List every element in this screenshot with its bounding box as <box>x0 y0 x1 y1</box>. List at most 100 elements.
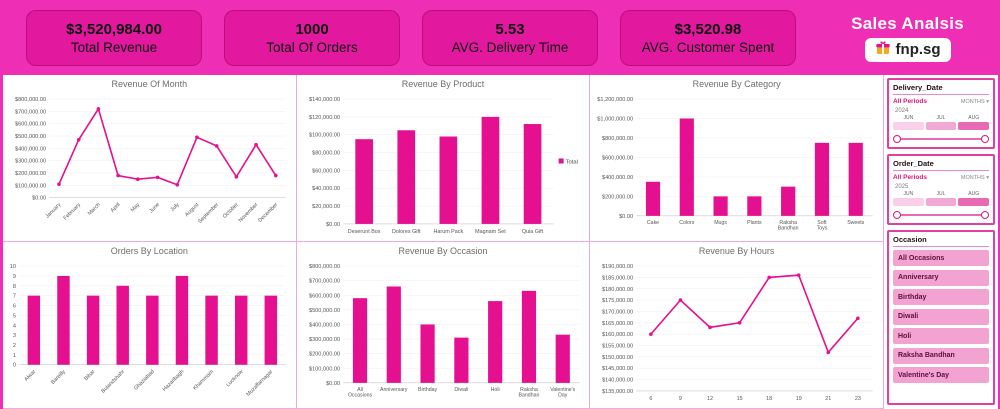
svg-text:$400,000.00: $400,000.00 <box>309 322 340 328</box>
bar[interactable] <box>453 337 469 383</box>
bar[interactable] <box>713 196 729 216</box>
occasion-option-anniversary[interactable]: Anniversary <box>893 269 989 286</box>
slider-track[interactable] <box>897 138 985 140</box>
slider-handle-left[interactable] <box>893 211 901 219</box>
svg-text:$800,000.00: $800,000.00 <box>15 97 46 103</box>
bar[interactable] <box>781 186 796 216</box>
brand-block: Sales Analsis fnp.sg <box>851 14 964 62</box>
occasion-option-raksha-bandhan[interactable]: Raksha Bandhan <box>893 347 989 364</box>
chart-canvas-wrap[interactable]: $135,000.00 $140,000.00 $145,000.00 $150,00… <box>590 258 883 405</box>
chart-canvas-wrap[interactable]: 0 1 2 3 4 5 6 7 8 9 10 Alwar Bareilly Bihar Bulandshah… <box>3 258 296 405</box>
month-cell[interactable]: AUG <box>958 115 989 130</box>
chart-canvas-wrap[interactable]: $0.00 $20,000.00 $40,000.00 $60,000.00 $80,0… <box>297 91 590 238</box>
data-point[interactable] <box>155 175 160 180</box>
bar[interactable] <box>487 301 502 383</box>
month-cell[interactable]: JUL <box>926 191 957 206</box>
chart-canvas[interactable]: $0.00 $20,000.00 $40,000.00 $60,000.00 $80,0… <box>297 91 590 238</box>
chart-canvas[interactable]: $135,000.00 $140,000.00 $145,000.00 $150,00… <box>590 258 883 405</box>
data-point[interactable] <box>175 182 180 187</box>
data-point[interactable] <box>76 137 81 142</box>
data-point[interactable] <box>195 135 199 140</box>
chart-canvas[interactable]: 0 1 2 3 4 5 6 7 8 9 10 Alwar Bareilly Bihar Bulandshah… <box>3 258 296 405</box>
bar[interactable] <box>397 130 415 224</box>
line-series[interactable] <box>58 107 277 186</box>
kpi-value: $3,520.98 <box>674 20 742 38</box>
bar[interactable] <box>57 275 70 365</box>
slider-handle-right[interactable] <box>981 135 989 143</box>
chart-canvas[interactable]: $0.00 $100,000.00 $200,000.00 $300,000.00 $4… <box>297 258 590 405</box>
bar[interactable] <box>116 285 129 365</box>
data-point[interactable] <box>678 298 683 302</box>
data-point[interactable] <box>767 275 772 280</box>
bar[interactable] <box>86 295 100 365</box>
line-series[interactable] <box>650 274 859 354</box>
bar[interactable] <box>264 295 278 365</box>
bar[interactable] <box>205 295 218 365</box>
bar[interactable] <box>354 139 373 224</box>
bar[interactable] <box>646 181 661 216</box>
data-point[interactable] <box>797 273 801 277</box>
data-point[interactable] <box>856 316 860 321</box>
granularity-label: MONTHS <box>960 98 985 105</box>
kpi-value: 1000 <box>295 20 329 38</box>
year-label: 2024 <box>895 108 909 114</box>
bar[interactable] <box>848 142 864 216</box>
slider-handle-left[interactable] <box>893 135 901 143</box>
svg-text:Quia Gift: Quia Gift <box>522 229 544 235</box>
bar[interactable] <box>175 275 189 365</box>
bar[interactable] <box>27 295 41 365</box>
bar[interactable] <box>521 290 536 383</box>
date-range-slider[interactable] <box>893 210 989 220</box>
kpi-total-orders: 1000 Total Of Orders <box>224 9 400 66</box>
svg-text:1: 1 <box>13 353 16 359</box>
data-point[interactable] <box>273 173 278 178</box>
month-cell[interactable]: JUN <box>893 191 924 206</box>
data-point[interactable] <box>254 142 258 147</box>
svg-text:$170,000.00: $170,000.00 <box>602 309 633 315</box>
data-point[interactable] <box>234 174 239 179</box>
data-point[interactable] <box>116 173 120 178</box>
svg-text:$0.00: $0.00 <box>326 222 340 228</box>
slider-track[interactable] <box>897 214 985 216</box>
header-bar: $3,520,984.00 Total Revenue 1000 Total O… <box>0 0 1000 75</box>
bar[interactable] <box>386 286 401 383</box>
data-point[interactable] <box>214 144 219 148</box>
data-point[interactable] <box>708 325 713 330</box>
occasion-option-holi[interactable]: Holi <box>893 328 989 344</box>
date-range-slider[interactable] <box>893 134 989 144</box>
data-point[interactable] <box>135 177 140 182</box>
occasion-option-diwali[interactable]: Diwali <box>893 308 989 325</box>
bar[interactable] <box>747 196 762 216</box>
occasion-option-birthday[interactable]: Birthday <box>893 289 989 305</box>
chart-canvas-wrap[interactable]: $0.00 $100,000.00 $200,000.00 $300,000.00 $4… <box>297 258 590 405</box>
bar[interactable] <box>481 116 499 224</box>
data-point[interactable] <box>649 332 654 336</box>
chart-canvas-wrap[interactable]: $0.00 $200,000.00 $400,000.00 $600,000.00 $8… <box>590 91 883 238</box>
granularity-dropdown[interactable]: MONTHS ▾ <box>961 175 989 181</box>
bar[interactable] <box>234 295 248 365</box>
kpi-total-revenue: $3,520,984.00 Total Revenue <box>26 9 202 66</box>
occasion-option-valentines-day[interactable]: Valentine's Day <box>893 367 989 383</box>
chart-canvas[interactable]: $0.00 $200,000.00 $400,000.00 $600,000.00 $8… <box>590 91 883 238</box>
data-point[interactable] <box>57 182 61 186</box>
bar[interactable] <box>352 298 367 383</box>
chart-canvas[interactable]: $0.00 $100,000.00 $200,000.00 $300,000.00 $4… <box>3 91 296 238</box>
month-cell[interactable]: JUL <box>926 115 957 130</box>
bar[interactable] <box>815 142 830 216</box>
bar[interactable] <box>680 118 695 216</box>
occasion-option-all-occasions[interactable]: All Occasions <box>893 250 989 266</box>
data-point[interactable] <box>826 350 831 355</box>
bar[interactable] <box>523 124 542 224</box>
granularity-dropdown[interactable]: MONTHS ▾ <box>961 99 989 105</box>
bar[interactable] <box>420 324 435 383</box>
month-cell[interactable]: JUN <box>893 115 924 130</box>
bar[interactable] <box>555 334 570 383</box>
bar[interactable] <box>146 295 159 365</box>
bar[interactable] <box>439 136 457 224</box>
data-point[interactable] <box>96 107 101 111</box>
chart-canvas-wrap[interactable]: $0.00 $100,000.00 $200,000.00 $300,000.00 $4… <box>3 91 296 238</box>
slider-handle-right[interactable] <box>981 211 989 219</box>
data-point[interactable] <box>738 320 742 325</box>
month-cell[interactable]: AUG <box>958 191 989 206</box>
